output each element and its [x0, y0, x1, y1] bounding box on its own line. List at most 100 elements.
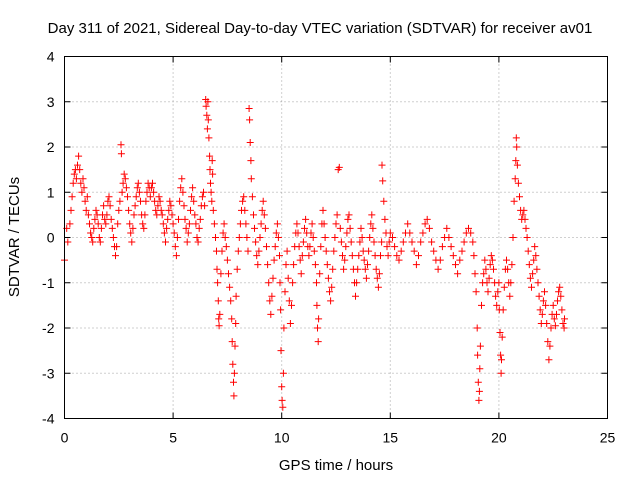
data-point	[430, 247, 438, 255]
data-point	[116, 197, 124, 205]
data-point	[362, 274, 370, 282]
data-point	[333, 211, 341, 219]
data-point	[276, 279, 284, 287]
data-point	[436, 256, 444, 264]
data-point	[495, 279, 503, 287]
data-point	[277, 347, 285, 355]
data-point	[79, 175, 87, 183]
data-point	[134, 179, 142, 187]
data-point	[524, 247, 532, 255]
data-point	[76, 166, 84, 174]
data-point	[179, 188, 187, 196]
data-point	[536, 306, 544, 314]
data-point	[485, 274, 493, 282]
data-point	[212, 234, 219, 241]
data-point	[204, 98, 212, 106]
data-point	[284, 274, 292, 282]
data-point	[319, 206, 327, 214]
data-point	[305, 252, 313, 260]
data-point	[406, 229, 414, 237]
data-point	[206, 166, 214, 174]
data-point	[438, 243, 446, 251]
data-point	[165, 206, 173, 214]
data-point	[519, 211, 527, 219]
data-point	[147, 184, 155, 192]
data-point	[510, 197, 518, 205]
data-point	[202, 102, 210, 110]
data-point	[310, 247, 318, 255]
data-point	[366, 234, 374, 241]
x-tick-label: 25	[600, 430, 616, 446]
data-point	[118, 188, 126, 196]
data-point	[370, 238, 378, 246]
data-point	[383, 243, 391, 251]
data-point	[555, 288, 563, 296]
data-point	[142, 197, 150, 205]
data-point	[251, 224, 258, 232]
data-point	[471, 270, 479, 278]
data-point	[101, 215, 109, 223]
data-point	[90, 224, 98, 232]
data-point	[209, 206, 217, 214]
data-point	[327, 297, 335, 305]
data-point	[487, 252, 495, 260]
data-point	[218, 247, 226, 255]
data-point	[213, 265, 221, 273]
data-point	[475, 387, 483, 395]
data-point	[486, 261, 494, 269]
data-point	[214, 279, 222, 287]
data-point	[526, 274, 534, 282]
data-point	[124, 193, 131, 201]
data-point	[361, 265, 369, 273]
data-point	[285, 297, 293, 305]
data-point	[488, 256, 496, 264]
data-point	[225, 270, 232, 278]
data-point	[497, 369, 505, 377]
data-point	[208, 157, 216, 165]
data-point	[264, 261, 272, 269]
data-point	[246, 116, 254, 124]
data-point	[458, 247, 466, 255]
data-point	[561, 315, 568, 323]
y-axis-ticks: -4 -3 -2 -1 0 1 2 3 4	[42, 49, 608, 427]
data-point	[106, 202, 114, 210]
data-point	[541, 288, 548, 296]
data-point	[449, 252, 457, 260]
data-point	[191, 211, 199, 219]
data-point	[539, 297, 547, 305]
data-point	[204, 116, 212, 124]
data-point	[503, 256, 510, 264]
data-point	[260, 211, 268, 219]
data-point	[328, 283, 336, 291]
data-point	[452, 261, 459, 269]
data-point	[205, 134, 213, 142]
data-point	[234, 247, 242, 255]
data-point	[92, 206, 100, 214]
data-point	[470, 252, 478, 260]
data-point	[160, 229, 168, 237]
chart-title: Day 311 of 2021, Sidereal Day-to-day VTE…	[48, 20, 593, 37]
data-point	[286, 320, 294, 327]
data-point	[348, 252, 356, 260]
data-point	[82, 206, 90, 214]
data-point	[230, 392, 238, 400]
data-point	[354, 265, 362, 273]
data-point	[115, 206, 123, 214]
y-tick-label: 2	[47, 139, 55, 155]
y-tick-label: -1	[42, 275, 55, 291]
data-point	[323, 261, 331, 269]
data-point	[512, 157, 520, 165]
data-point	[367, 220, 375, 228]
data-point	[456, 256, 464, 264]
data-point	[178, 175, 186, 183]
data-point	[74, 161, 81, 169]
data-point	[167, 202, 175, 210]
data-point	[415, 252, 422, 260]
data-point	[347, 238, 355, 246]
data-point	[369, 224, 377, 232]
data-point	[378, 238, 386, 246]
data-point	[544, 338, 552, 346]
data-point	[140, 224, 148, 232]
data-point	[266, 297, 274, 305]
data-point	[504, 265, 512, 273]
